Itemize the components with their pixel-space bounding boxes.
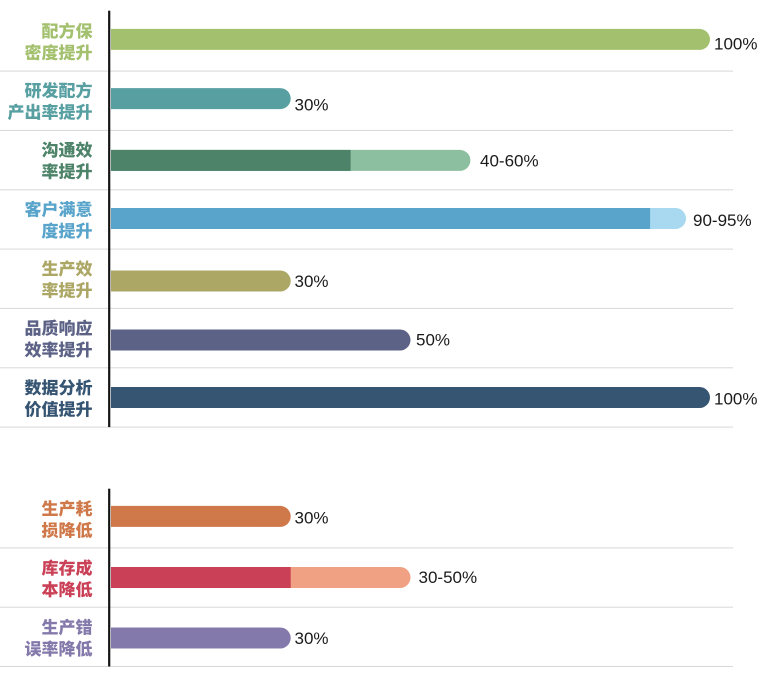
svg-text:30%: 30% — [295, 508, 329, 527]
svg-text:90-95%: 90-95% — [693, 211, 752, 230]
svg-text:40-60%: 40-60% — [480, 152, 539, 171]
svg-text:30%: 30% — [295, 96, 329, 115]
svg-text:100%: 100% — [714, 35, 757, 54]
svg-text:100%: 100% — [714, 389, 757, 408]
svg-text:30-50%: 30-50% — [419, 568, 478, 587]
svg-text:30%: 30% — [295, 272, 329, 291]
svg-text:50%: 50% — [416, 331, 450, 350]
svg-text:30%: 30% — [295, 629, 329, 648]
